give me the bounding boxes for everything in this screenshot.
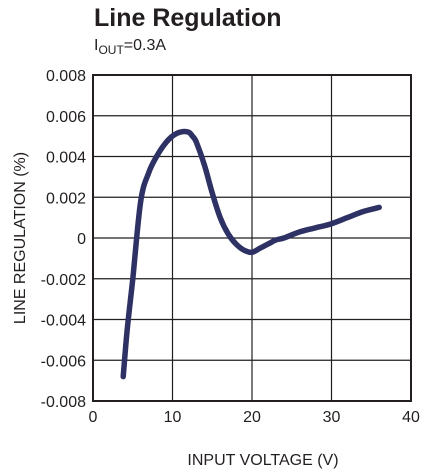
y-tick-label: -0.002 (41, 272, 86, 289)
y-tick-label: 0.006 (46, 109, 86, 126)
y-tick-labels: -0.008 -0.006 -0.004 -0.002 0 0.002 0.004 0.006… (41, 68, 86, 411)
x-axis-label: INPUT VOLTAGE (V) (187, 452, 338, 469)
x-tick-labels: 0 10 20 30 40 (89, 409, 420, 426)
y-tick-label: 0.008 (46, 68, 86, 85)
y-tick-label: 0 (77, 231, 86, 248)
x-tick-label: 30 (323, 409, 341, 426)
series-line (123, 132, 379, 377)
x-tick-label: 20 (243, 409, 261, 426)
y-tick-label: 0.004 (46, 150, 86, 167)
x-tick-label: 10 (164, 409, 182, 426)
grid-lines (93, 75, 411, 401)
y-tick-label: -0.004 (41, 313, 86, 330)
x-tick-label: 0 (89, 409, 98, 426)
x-tick-label: 40 (402, 409, 420, 426)
y-tick-label: -0.008 (41, 394, 86, 411)
y-tick-label: -0.006 (41, 353, 86, 370)
y-tick-label: 0.002 (46, 190, 86, 207)
y-axis-label: LINE REGULATION (%) (12, 152, 29, 324)
